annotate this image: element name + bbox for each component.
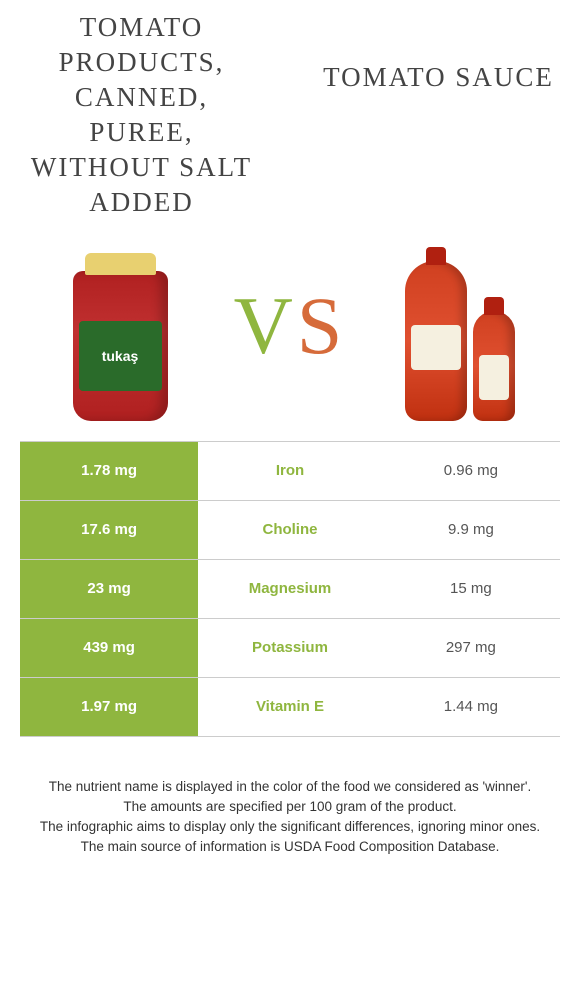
footnote-line: The main source of information is USDA F… xyxy=(24,837,556,857)
nutrient-comparison-table: 1.78 mgIron0.96 mg17.6 mgCholine9.9 mg23… xyxy=(20,441,560,737)
right-value: 15 mg xyxy=(382,560,560,618)
nutrient-name: Potassium xyxy=(198,619,382,677)
nutrient-name: Iron xyxy=(198,442,382,500)
vs-s: S xyxy=(297,280,347,371)
footnote-line: The infographic aims to display only the… xyxy=(24,817,556,837)
left-value: 23 mg xyxy=(20,560,198,618)
right-value: 297 mg xyxy=(382,619,560,677)
table-row: 17.6 mgCholine9.9 mg xyxy=(20,501,560,560)
right-product-image xyxy=(380,231,540,421)
vs-v: V xyxy=(234,280,297,371)
left-value: 17.6 mg xyxy=(20,501,198,559)
nutrient-name: Magnesium xyxy=(198,560,382,618)
tomato-paste-jar-icon: tukaş xyxy=(73,271,168,421)
jar-brand-label: tukaş xyxy=(79,321,162,391)
table-row: 1.78 mgIron0.96 mg xyxy=(20,442,560,501)
product-comparison-row: tukaş VS xyxy=(20,231,560,421)
tomato-sauce-bottles-icon xyxy=(405,261,515,421)
table-row: 439 mgPotassium297 mg xyxy=(20,619,560,678)
nutrient-name: Vitamin E xyxy=(198,678,382,736)
right-value: 9.9 mg xyxy=(382,501,560,559)
vs-label: VS xyxy=(234,279,347,373)
footnote-line: The nutrient name is displayed in the co… xyxy=(24,777,556,797)
table-row: 23 mgMagnesium15 mg xyxy=(20,560,560,619)
left-product-title: Tomato products, canned, puree, without … xyxy=(20,10,263,221)
right-value: 1.44 mg xyxy=(382,678,560,736)
footnote-line: The amounts are specified per 100 gram o… xyxy=(24,797,556,817)
left-product-image: tukaş xyxy=(40,231,200,421)
left-value: 1.78 mg xyxy=(20,442,198,500)
footnotes: The nutrient name is displayed in the co… xyxy=(20,777,560,858)
left-value: 1.97 mg xyxy=(20,678,198,736)
right-value: 0.96 mg xyxy=(382,442,560,500)
left-value: 439 mg xyxy=(20,619,198,677)
header-titles: Tomato products, canned, puree, without … xyxy=(20,10,560,221)
nutrient-name: Choline xyxy=(198,501,382,559)
right-product-title: Tomato sauce xyxy=(317,10,560,95)
table-row: 1.97 mgVitamin E1.44 mg xyxy=(20,678,560,737)
